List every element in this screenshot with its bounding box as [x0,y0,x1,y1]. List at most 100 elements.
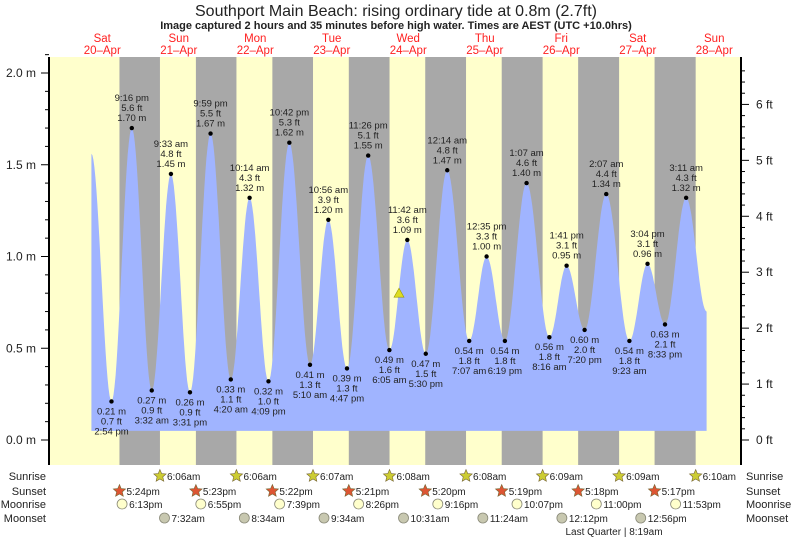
low-tide-label: 7:07 am [452,366,486,377]
low-tide-label: 4:47 pm [330,393,364,404]
low-tide-label: 1.3 ft [299,380,320,391]
tide-area [91,128,707,431]
tide-curve [91,128,707,431]
low-tide-label: 0.33 m [216,384,245,395]
high-tide-point [645,261,650,267]
moonset-icon [556,512,568,524]
day-label-date: 21–Apr [160,45,197,57]
high-tide-point [604,191,609,197]
moonrise-row-label-left: Moonrise [1,499,46,511]
moonset-icon [159,512,170,524]
low-tide-label: 0.54 m [490,346,519,357]
high-tide-label: 1.20 m [314,205,343,216]
low-tide-label: 1.6 ft [379,365,400,376]
low-tide-label: 0.41 m [295,370,324,381]
low-tide-point [344,366,350,371]
high-tide-label: 1.00 m [472,242,501,253]
low-tide-label: 0.27 m [137,395,166,406]
moonset-time: 7:32am [172,514,205,525]
high-tide-label: 1.32 m [235,183,264,194]
low-tide-label: 7:20 pm [567,355,601,366]
day-label-date: 20–Apr [84,45,121,57]
low-tide-label: 8:16 am [532,362,566,373]
high-tide-point [484,254,489,259]
sunset-icon [571,483,586,497]
low-tide-label: 0.60 m [570,335,599,346]
high-tide-label: 0.95 m [552,251,581,262]
low-tide-label: 0.21 m [97,406,126,417]
moonset-time: 12:56pm [648,514,687,525]
low-tide-label: 0.49 m [375,355,404,366]
day-labels: Sat20–AprSun21–AprMon22–AprTue23–AprWed2… [84,33,733,57]
moonrise-time: 6:13pm [129,500,162,511]
low-tide-label: 0.9 ft [141,405,162,416]
low-tide-label: 4:20 am [214,404,248,415]
sunset-time: 5:18pm [585,487,618,498]
day-label-dow: Sun [704,33,724,45]
high-tide-point [445,168,450,173]
high-tide-label: 0.96 m [633,249,662,260]
high-tide-label: 1.70 m [117,113,146,124]
high-tide-label: 9:59 pm [193,99,227,110]
high-tide-label: 11:26 pm [349,121,388,132]
high-tide-label: 1:07 am [509,148,543,159]
moonrise-time: 7:39pm [287,500,320,511]
low-tide-label: 1.8 ft [619,356,640,367]
low-tide-label: 1.8 ft [494,356,515,367]
high-tide-label: 4.8 ft [160,149,181,160]
day-label-date: 23–Apr [313,45,350,57]
low-tide-label: 1.1 ft [220,394,241,405]
day-label-dow: Tue [322,33,341,45]
sun-moon-rows: Sunrise Sunrise 6:06am 6:06am 6:07am 6:08am 6:… [1,468,791,525]
low-tide-label: 8:33 pm [648,349,682,360]
day-label-dow: Fri [555,33,568,45]
moonrise-icon [274,498,286,510]
day-label-dow: Sun [169,33,189,45]
sunset-row-label-left: Sunset [12,486,46,498]
moonrise-time: 6:55pm [208,500,241,511]
moonrise-row-label-right: Moonrise [746,499,791,511]
low-tide-label: 1.8 ft [459,356,480,367]
high-tide-point [683,195,689,200]
moon-phase: Last Quarter | 8:19am [565,527,662,538]
high-tide-label: 3:04 pm [630,229,664,240]
sunrise-time: 6:08am [473,472,506,483]
sunrise-icon [382,468,397,482]
high-tide-label: 1.34 m [592,179,621,190]
moonset-row-label-right: Moonset [746,513,788,525]
low-tide-label: 6:19 pm [488,366,522,377]
moonset-time: 12:12pm [569,514,608,525]
sunrise-time: 6:10am [703,472,736,483]
sunrise-icon [229,468,244,482]
high-tide-point [365,153,371,158]
chart-subtitle: Image captured 2 hours and 35 minutes be… [160,20,632,32]
moonset-icon [635,512,647,524]
low-tide-point [423,351,428,356]
high-tide-label: 3:11 am [669,163,703,174]
high-tide-label: 1.32 m [672,183,701,194]
left-axis-label: 0.0 m [6,433,36,447]
moonrise-time: 11:53pm [683,500,721,511]
right-axis-label: 6 ft [756,97,773,111]
high-tide-point [129,125,134,131]
high-tide-point [326,217,331,222]
current-tide-marker-icon [393,287,405,298]
day-label-date: 24–Apr [390,45,427,57]
right-axis-label: 5 ft [756,153,773,167]
sunset-time: 5:20pm [432,487,465,498]
sunset-row-label-right: Sunset [746,486,780,498]
high-tide-label: 4.3 ft [676,173,697,184]
high-tide-label: 1.09 m [393,225,422,236]
day-label-date: 27–Apr [619,45,656,57]
sunset-icon [188,483,203,497]
low-tide-label: 5:30 pm [409,379,443,390]
sunset-icon [418,483,433,497]
sunset-icon [112,483,127,497]
moonset-time: 8:34am [251,514,284,525]
high-tide-label: 1.47 m [433,155,462,166]
day-label-dow: Thu [475,33,495,45]
sunrise-time: 6:09am [626,472,659,483]
left-axis-label: 2.0 m [6,66,36,80]
moonrise-icon [511,498,523,510]
sunset-time: 5:21pm [356,487,389,498]
